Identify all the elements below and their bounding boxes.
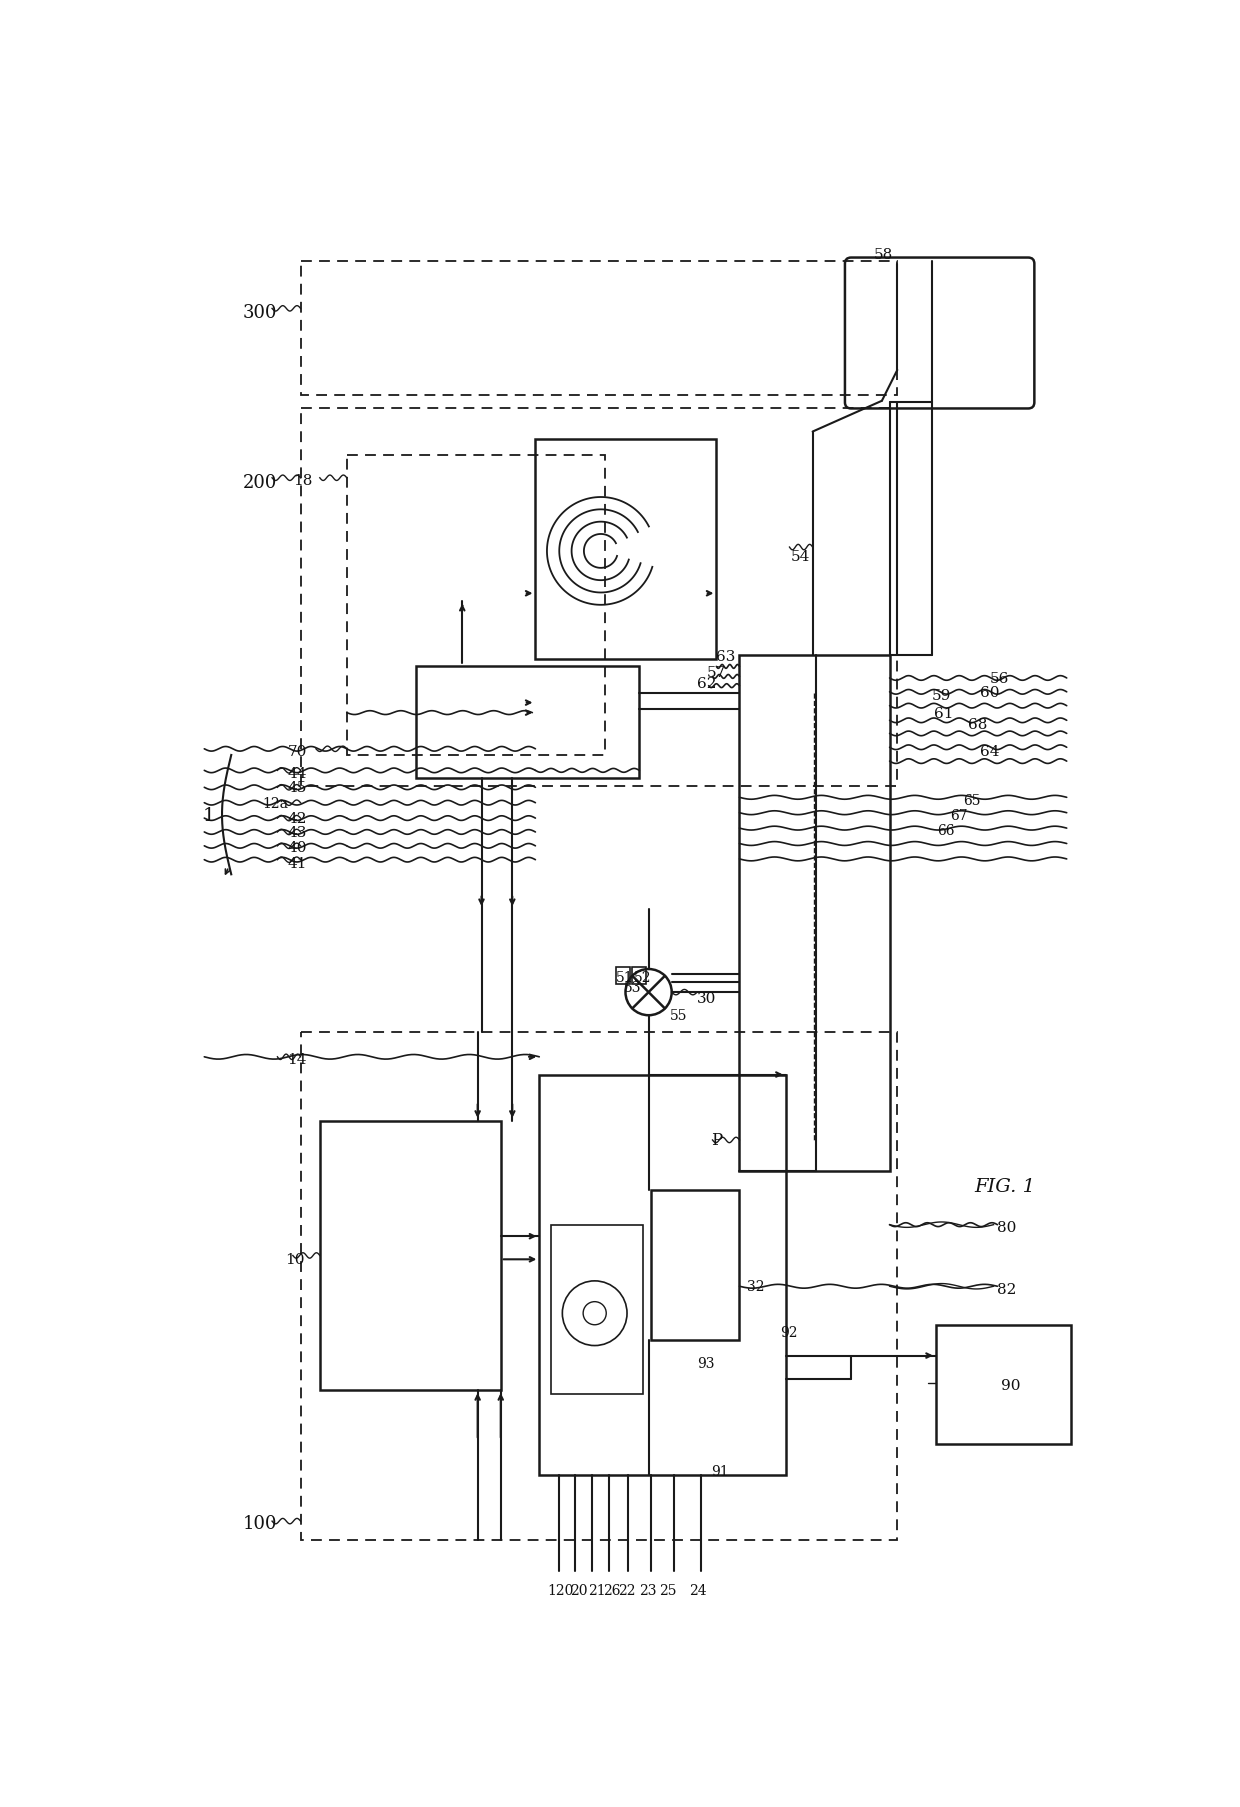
Bar <box>936 1325 1070 1444</box>
Text: 14: 14 <box>288 1052 308 1066</box>
Text: 90: 90 <box>1001 1379 1021 1391</box>
Bar <box>651 1191 739 1341</box>
Text: 53: 53 <box>624 981 641 996</box>
Text: 43: 43 <box>288 826 306 840</box>
Text: 52: 52 <box>634 970 651 985</box>
Text: 82: 82 <box>997 1281 1017 1296</box>
Text: 67: 67 <box>950 808 967 822</box>
Text: 20: 20 <box>570 1583 588 1597</box>
Text: FIG. 1: FIG. 1 <box>975 1178 1035 1196</box>
Text: 40: 40 <box>288 840 308 855</box>
Bar <box>300 408 898 786</box>
Text: 92: 92 <box>780 1326 797 1339</box>
Text: 24: 24 <box>689 1583 707 1597</box>
Bar <box>551 1225 644 1395</box>
Text: 66: 66 <box>937 824 955 838</box>
Text: P: P <box>711 1131 722 1149</box>
Text: 30: 30 <box>697 990 717 1005</box>
Text: 61: 61 <box>934 707 954 721</box>
Text: 57: 57 <box>707 665 725 679</box>
Bar <box>300 1032 898 1541</box>
Bar <box>347 455 605 755</box>
Text: 60: 60 <box>981 685 999 699</box>
Text: 68: 68 <box>968 717 987 732</box>
Text: 23: 23 <box>640 1583 657 1597</box>
Bar <box>616 967 630 985</box>
Text: 32: 32 <box>748 1279 765 1294</box>
Text: 63: 63 <box>717 651 735 663</box>
Text: 41: 41 <box>288 857 308 871</box>
Text: 120: 120 <box>547 1583 573 1597</box>
Bar <box>320 1120 501 1390</box>
Text: 65: 65 <box>962 793 981 808</box>
Text: 42: 42 <box>288 811 308 826</box>
Text: 200: 200 <box>243 473 278 492</box>
Text: 10: 10 <box>285 1252 305 1267</box>
Text: 58: 58 <box>874 248 894 262</box>
Bar <box>739 656 889 1171</box>
Text: 22: 22 <box>619 1583 636 1597</box>
Bar <box>300 262 898 396</box>
Text: 59: 59 <box>932 688 951 703</box>
Text: 21: 21 <box>588 1583 605 1597</box>
Text: 62: 62 <box>697 678 717 690</box>
Text: 56: 56 <box>990 672 1009 685</box>
Text: 91: 91 <box>711 1464 729 1478</box>
Text: 45: 45 <box>288 781 306 795</box>
Text: 18: 18 <box>293 473 312 488</box>
Text: 80: 80 <box>997 1220 1017 1234</box>
Bar <box>539 1075 786 1475</box>
Text: 54: 54 <box>791 549 811 564</box>
Text: 1: 1 <box>203 806 215 824</box>
Text: 64: 64 <box>981 744 999 759</box>
Text: 70: 70 <box>288 744 306 759</box>
Text: 51: 51 <box>615 970 634 985</box>
Text: 25: 25 <box>658 1583 676 1597</box>
Text: 44: 44 <box>288 766 308 781</box>
Text: 300: 300 <box>243 304 278 322</box>
Bar <box>536 441 717 660</box>
Text: 93: 93 <box>697 1357 714 1370</box>
Bar <box>417 667 640 779</box>
Text: 100: 100 <box>243 1514 278 1532</box>
Text: 26: 26 <box>603 1583 621 1597</box>
Bar <box>631 967 646 985</box>
Text: 55: 55 <box>670 1008 688 1023</box>
Text: 12a: 12a <box>262 797 288 810</box>
